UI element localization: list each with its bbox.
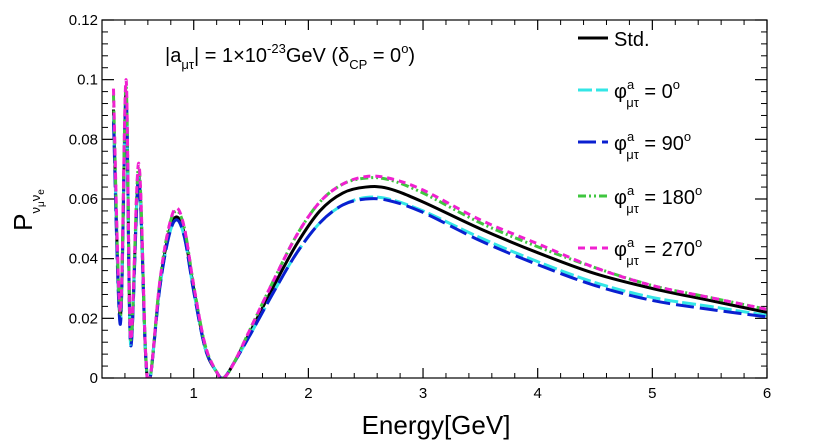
parameter-annotation: |aμτ| = 1×10-23GeV (δCP = 0o) [165,41,415,72]
y-tick-labels: 0 0.02 0.04 0.06 0.08 0.1 0.12 [69,12,98,387]
y-axis-title-nu2: ν [28,195,43,202]
annot-sub: μτ [181,57,194,72]
x-tick-label: 4 [534,385,542,402]
legend-label-phi180: φa μτ = 180o [614,183,702,216]
y-axis-title-nu1: ν [28,207,43,214]
x-tick-label: 1 [190,385,198,402]
legend-label-phi270: φa μτ = 270o [614,235,702,268]
annot-times: × [233,45,245,67]
series-line-2 [111,99,767,378]
y-tick-label: 0.06 [69,191,98,208]
annot-cp: CP [349,57,367,72]
x-tick-labels: 1 2 3 4 5 6 [190,385,772,402]
y-tick-label: 0.12 [69,12,98,29]
y-tick-label: 0.02 [69,310,98,327]
series-layer [111,78,767,378]
y-axis-title-e: e [36,189,47,195]
y-tick-label: 0.08 [69,131,98,148]
annot-mid: | = 1 [194,45,233,67]
legend-label-phi90: φa μτ = 90o [614,129,691,162]
y-tick-label: 0.04 [69,251,98,268]
x-axis-title: Energy[GeV] [362,410,511,440]
y-axis-title-main: P [8,213,38,230]
x-tick-label: 2 [304,385,312,402]
legend-label-phi0: φa μτ = 0o [614,77,680,110]
y-tick-label: 0.1 [77,72,98,89]
annot-unit: GeV (δ [286,45,349,67]
annot-eq: = 0 [367,45,401,67]
legend-label-std: Std. [614,29,650,51]
annot-deg: o [401,41,408,56]
annot-exp: -23 [267,41,286,56]
y-axis-title: Pνμνe [8,189,47,231]
x-tick-label: 3 [419,385,427,402]
plot-frame [101,19,768,379]
y-axis-title-mu: μ [36,201,47,207]
series-line-3 [111,84,767,378]
legend: Std. φa μτ = 0o φa μτ = 90o φa μτ = 180o φa… [578,29,702,268]
y-tick-label: 0 [90,370,98,387]
annot-pre: |a [165,45,182,67]
x-tick-label: 6 [763,385,771,402]
x-tick-label: 5 [648,385,656,402]
series-line-4 [111,78,767,378]
annot-base: 10 [245,45,267,67]
annot-close: ) [408,45,415,67]
